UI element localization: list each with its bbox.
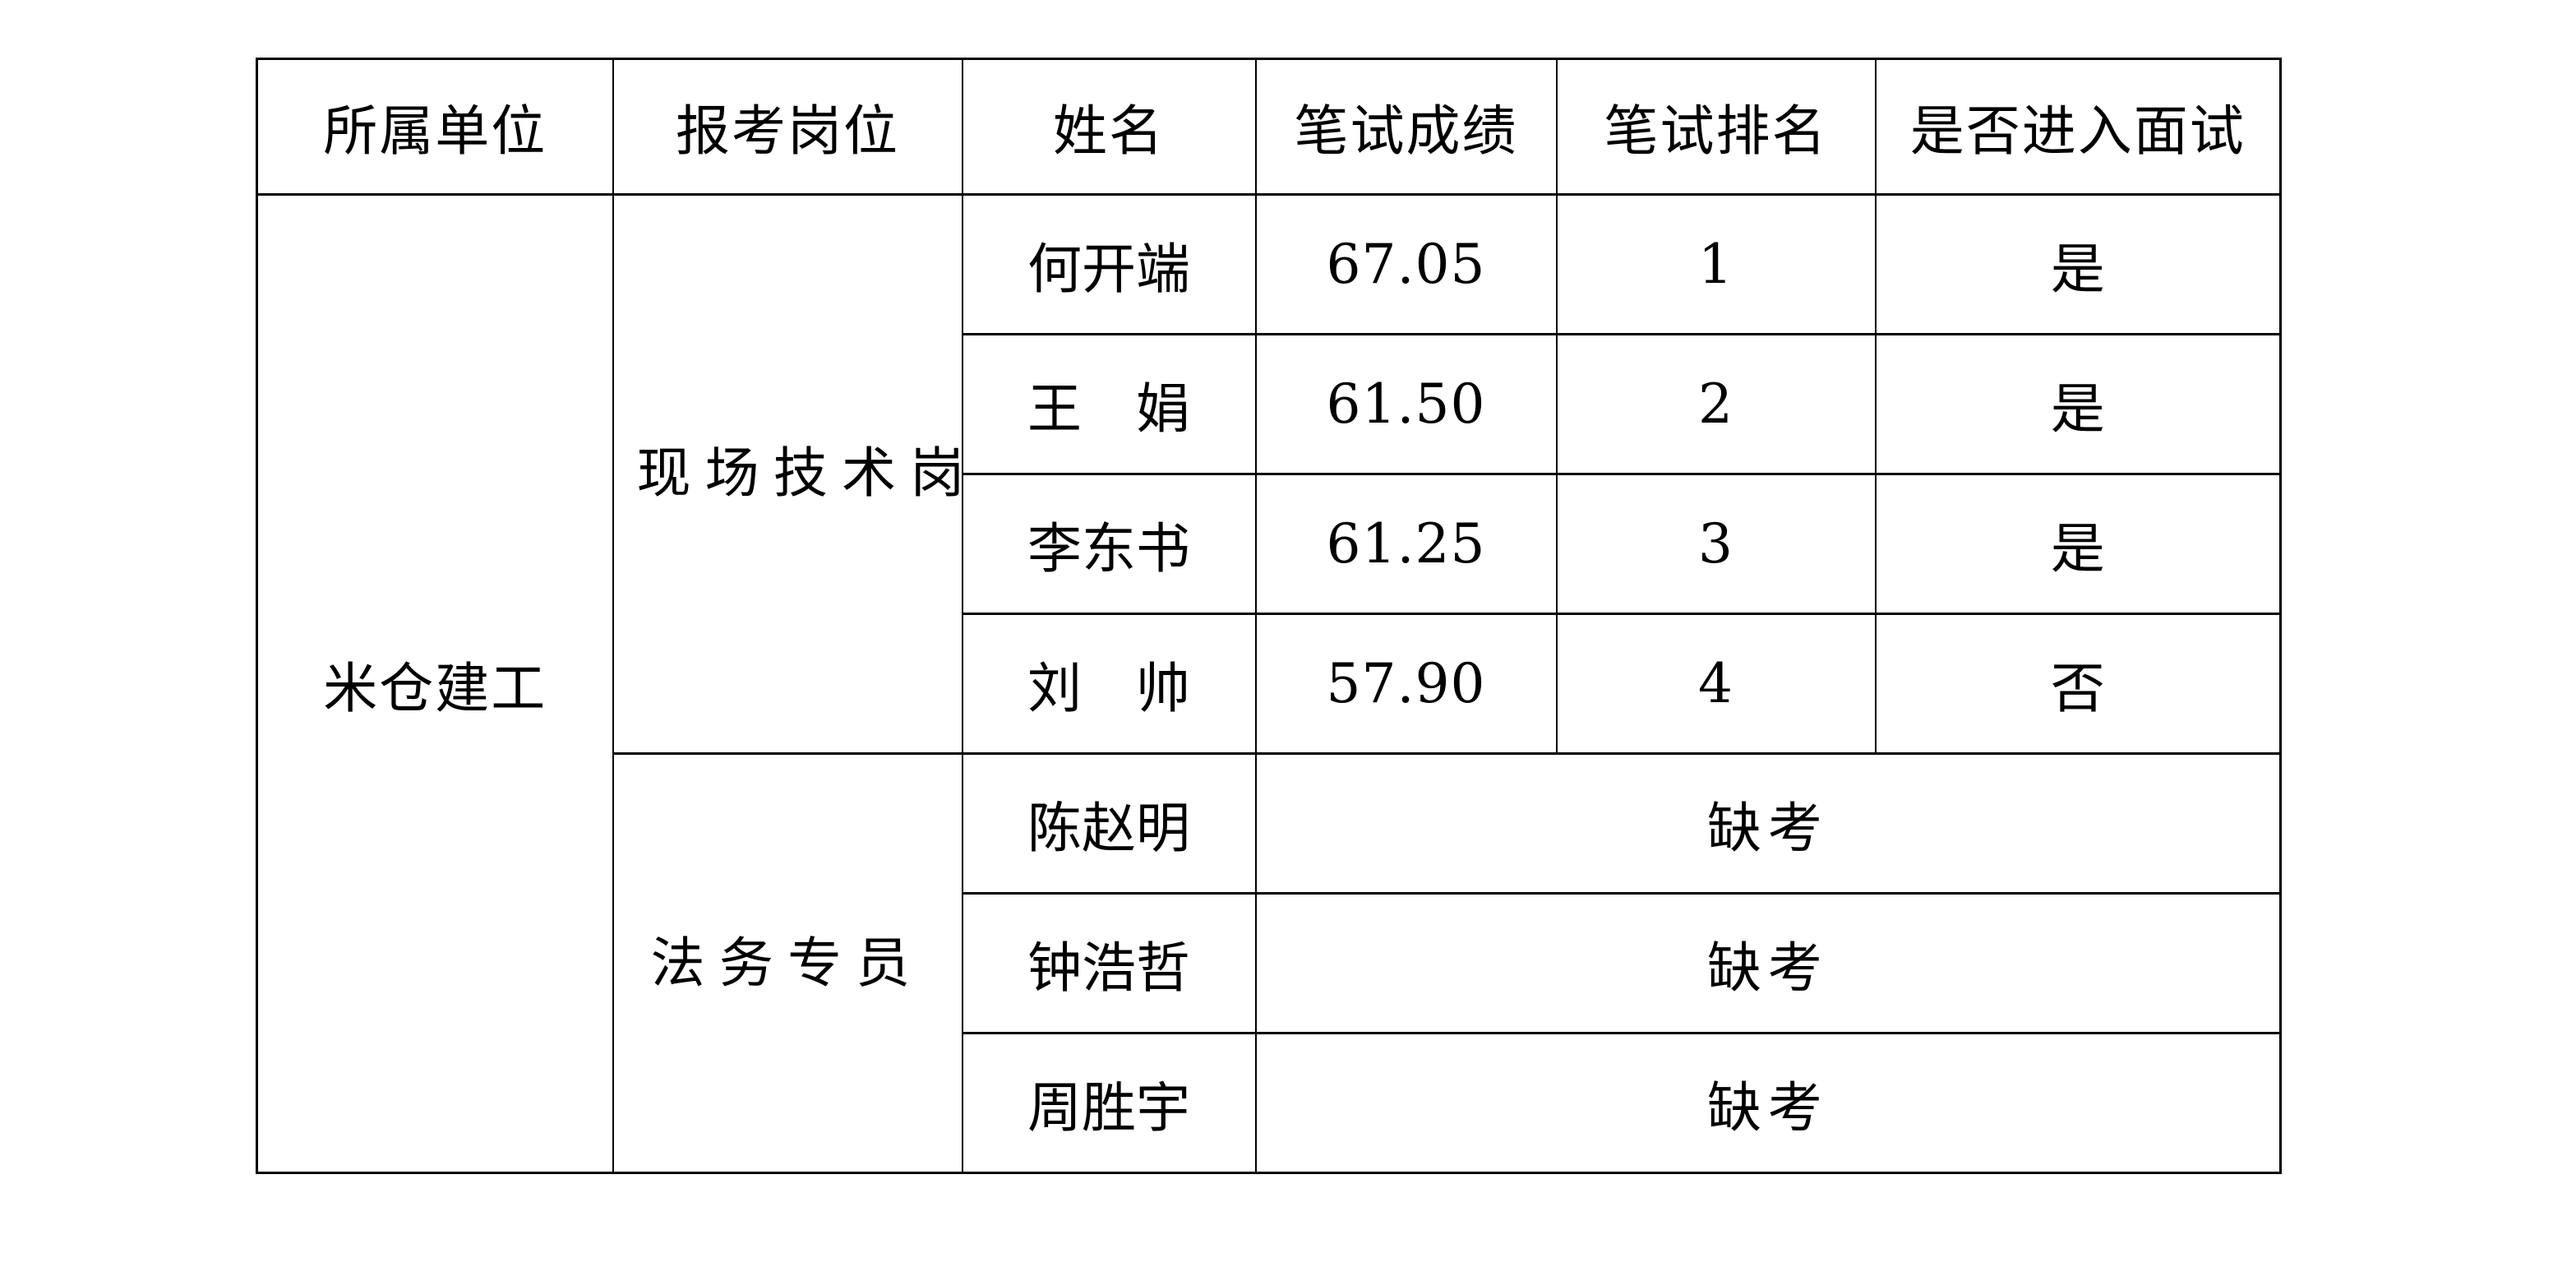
header-unit: 所属单位	[256, 58, 614, 196]
rank-cell: 3	[1555, 473, 1877, 615]
absent-cell: 缺考	[1254, 1032, 2282, 1174]
name-cell: 陈赵明	[961, 752, 1257, 895]
score-cell: 67.05	[1254, 193, 1558, 335]
score-cell: 61.50	[1254, 333, 1558, 475]
header-rank: 笔试排名	[1555, 58, 1877, 196]
unit-cell: 米仓建工	[256, 193, 614, 1174]
table-row: 李东书 61.25 3 是	[257, 473, 2282, 615]
name-cell: 刘 帅	[961, 613, 1257, 755]
table-row: 法务专员 陈赵明 缺考	[257, 752, 2282, 1174]
table-row: 刘 帅 57.90 4 否	[257, 613, 2282, 755]
name-cell: 李东书	[961, 473, 1257, 615]
interview-cell: 否	[1874, 613, 2282, 755]
table-row: 王 娟 61.50 2 是	[257, 333, 2282, 475]
absent-cell: 缺考	[1254, 752, 2282, 895]
header-name: 姓名	[961, 58, 1257, 196]
interview-cell: 是	[1874, 333, 2282, 475]
score-cell: 57.90	[1254, 613, 1558, 755]
name-cell: 周胜宇	[961, 1032, 1257, 1174]
interview-cell: 是	[1874, 473, 2282, 615]
score-cell: 61.25	[1254, 473, 1558, 615]
header-interview: 是否进入面试	[1874, 58, 2282, 196]
name-cell: 何开端	[961, 193, 1257, 335]
header-position: 报考岗位	[612, 58, 963, 196]
rank-cell: 1	[1555, 193, 1877, 335]
table-row: 钟浩哲 缺考	[257, 892, 2282, 1034]
name-cell: 王 娟	[961, 333, 1257, 475]
name-cell: 钟浩哲	[961, 892, 1257, 1034]
rank-cell: 4	[1555, 613, 1877, 755]
table-row: 米仓建工 现场技术岗-绿化方向 何开端 67.05 1 是	[256, 193, 2282, 1174]
position-cell-legal: 法务专员	[612, 752, 963, 1174]
position-cell-tech: 现场技术岗-绿化方向	[612, 193, 963, 755]
exam-results-table: 所属单位 报考岗位 姓名 笔试成绩 笔试排名 是否进入面试 米仓建工 现场技术岗…	[256, 58, 2282, 1174]
absent-cell: 缺考	[1254, 892, 2282, 1034]
header-score: 笔试成绩	[1254, 58, 1558, 196]
interview-cell: 是	[1874, 193, 2282, 335]
table-row: 周胜宇 缺考	[257, 1032, 2282, 1174]
rank-cell: 2	[1555, 333, 1877, 475]
table-header-row: 所属单位 报考岗位 姓名 笔试成绩 笔试排名 是否进入面试	[256, 58, 2282, 196]
